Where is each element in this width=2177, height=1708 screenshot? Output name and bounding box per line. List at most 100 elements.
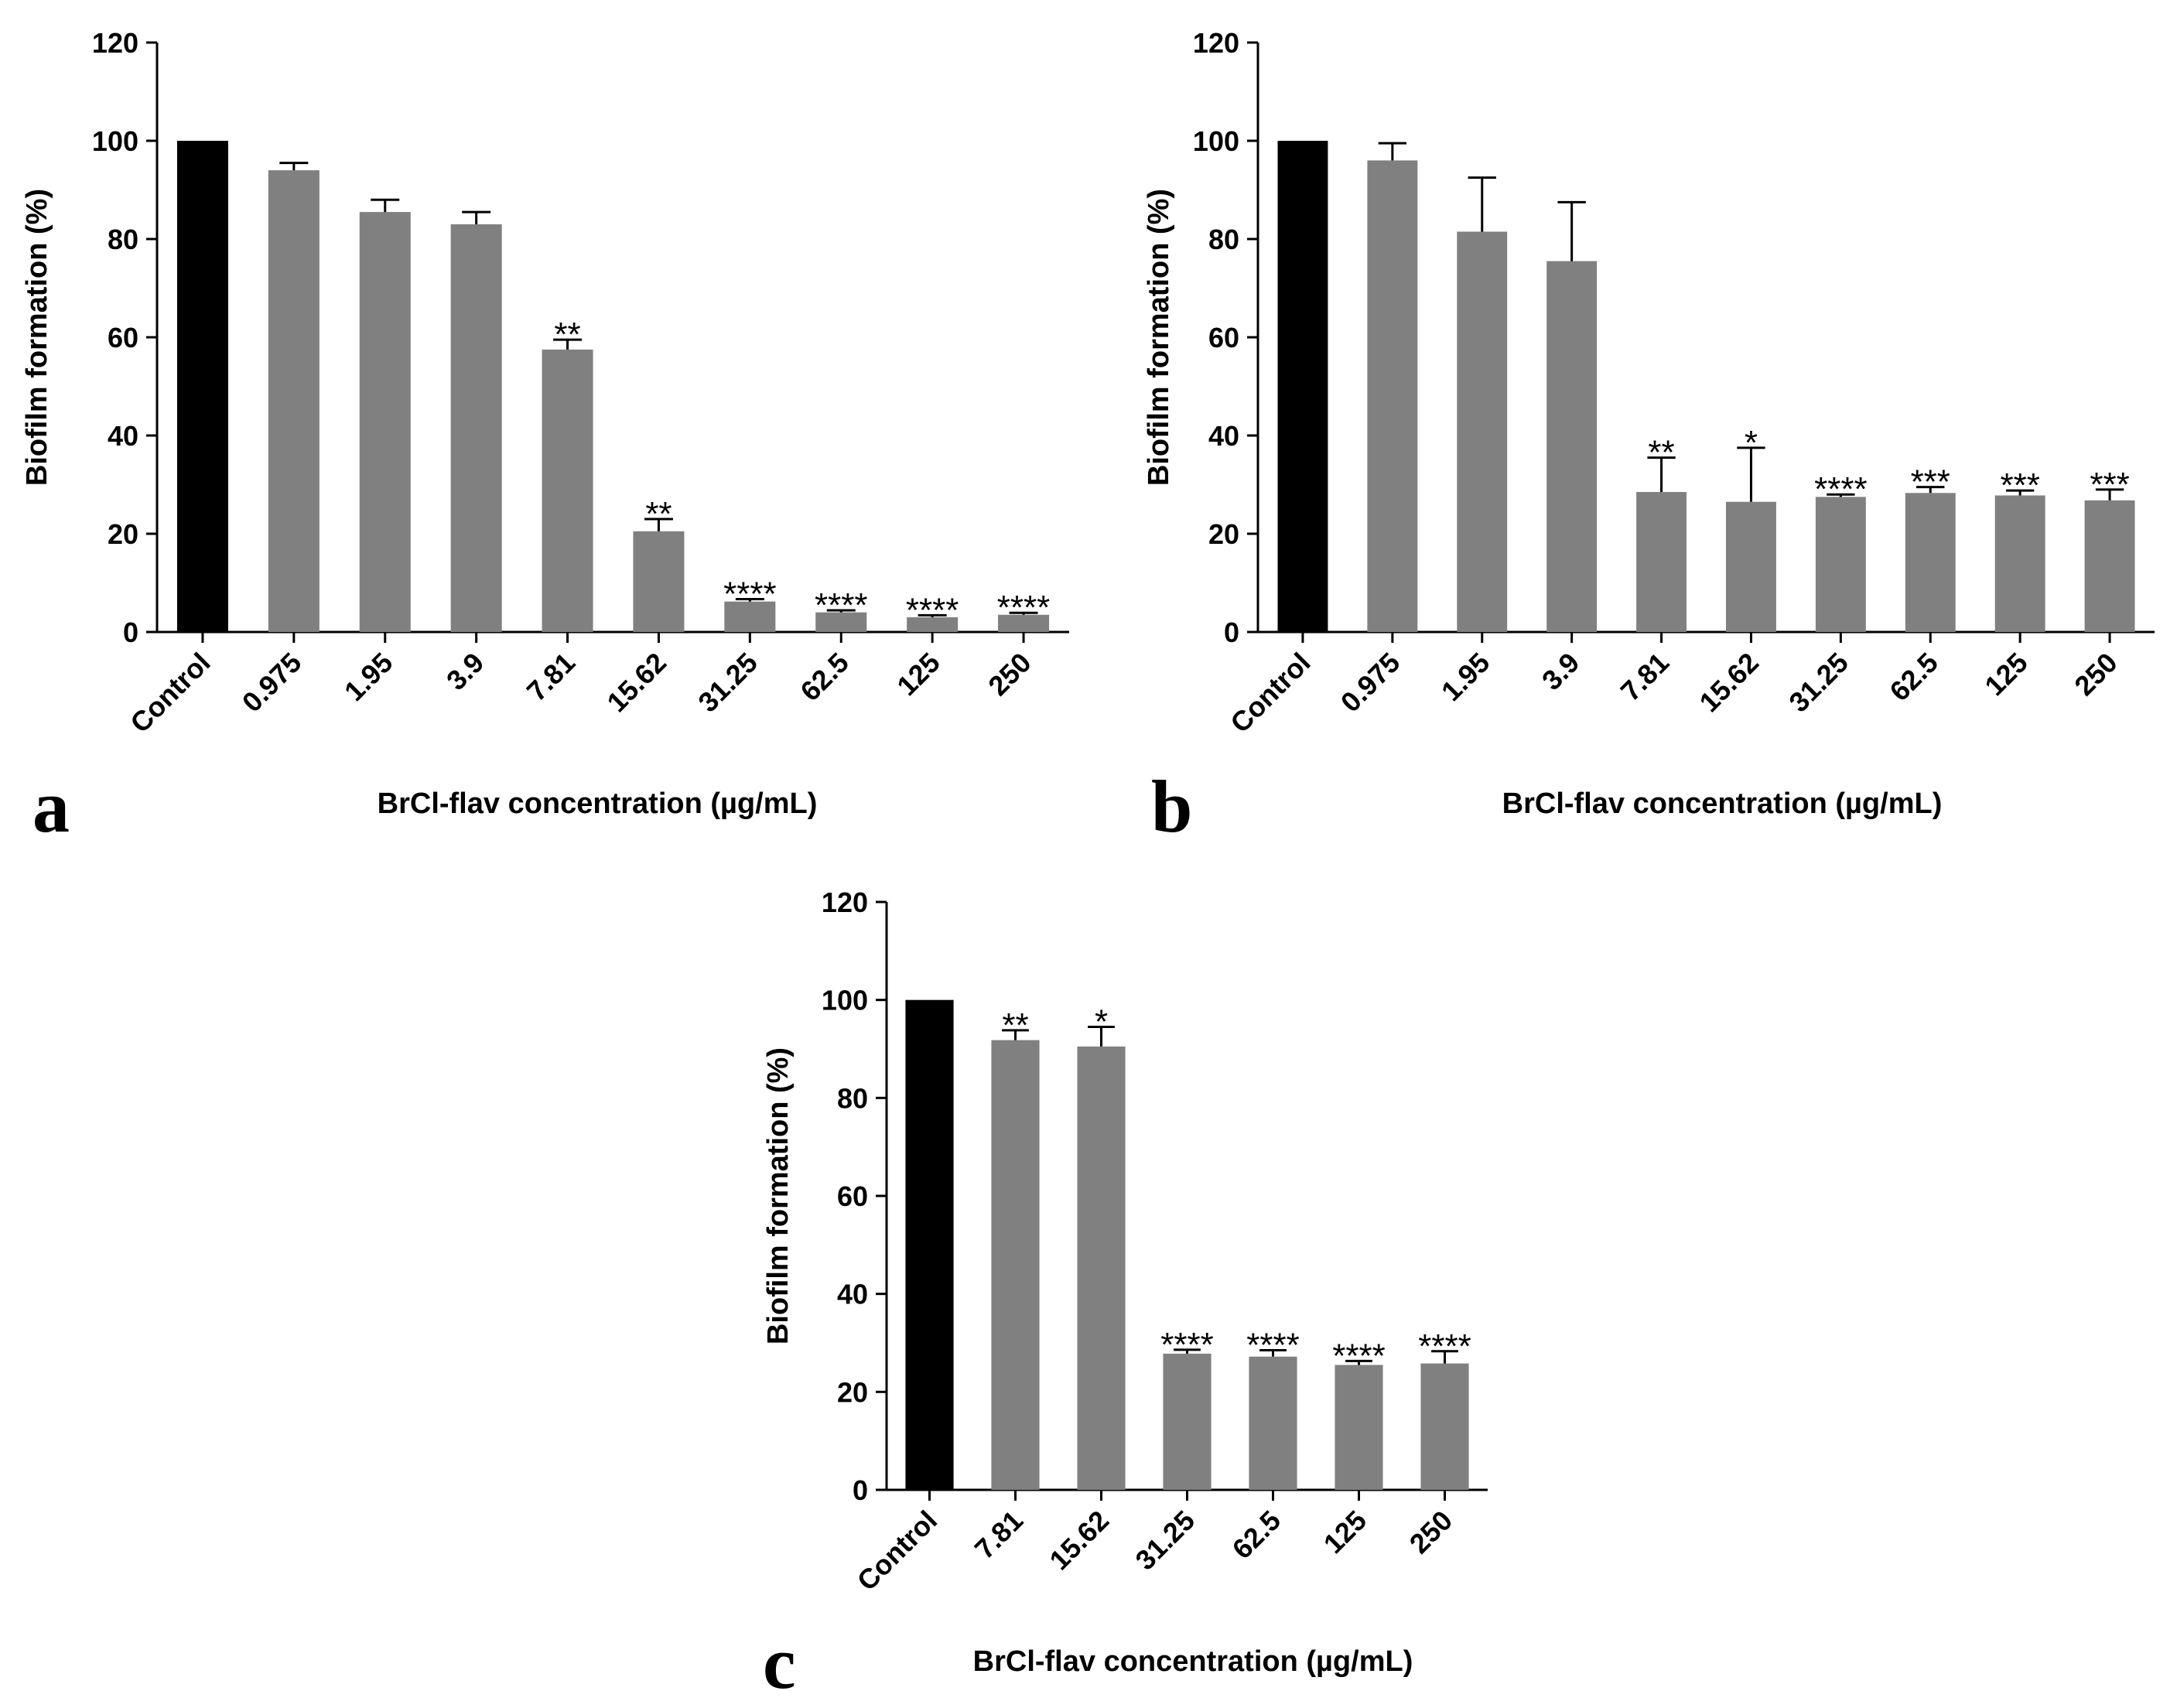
panel-letter: b xyxy=(1151,765,1192,848)
bar xyxy=(1077,1046,1126,1490)
bar xyxy=(1725,501,1776,632)
significance-label: *** xyxy=(2000,466,2039,504)
x-tick-label: 15.62 xyxy=(600,647,672,719)
x-tick-label: 7.81 xyxy=(521,647,582,708)
y-tick-label: 0 xyxy=(853,1474,868,1506)
bar xyxy=(1636,492,1687,632)
significance-label: ** xyxy=(645,495,672,533)
bar xyxy=(542,349,593,632)
y-tick-label: 0 xyxy=(123,617,138,648)
significance-label: **** xyxy=(815,586,868,624)
y-tick-label: 120 xyxy=(822,886,868,918)
bar xyxy=(905,999,954,1490)
significance-label: **** xyxy=(1160,1326,1214,1364)
y-tick-label: 20 xyxy=(1208,518,1239,550)
y-tick-label: 80 xyxy=(837,1082,868,1114)
bar xyxy=(1367,160,1418,632)
bar xyxy=(176,141,228,632)
x-tick-label: 1.95 xyxy=(1435,647,1496,708)
chart-panel-b: 0 20 40 60 80 100 120 Biofilm formation (%) Cont… xyxy=(1143,27,2155,848)
bar xyxy=(450,224,502,632)
y-tick-label: 20 xyxy=(108,518,138,550)
y-tick-label: 40 xyxy=(837,1279,868,1310)
bar xyxy=(268,170,320,633)
significance-label: * xyxy=(1745,424,1758,462)
x-tick-label: 62.5 xyxy=(1226,1505,1287,1566)
bar xyxy=(1905,493,1956,632)
y-tick-label: 20 xyxy=(837,1376,868,1408)
bar xyxy=(1546,261,1598,632)
x-tick-label: 31.25 xyxy=(1782,647,1854,719)
y-tick-label: 40 xyxy=(1208,420,1239,452)
x-tick-label: 31.25 xyxy=(692,647,764,719)
x-tick-label: 15.62 xyxy=(1043,1505,1115,1576)
significance-label: ** xyxy=(1648,434,1674,472)
bar xyxy=(359,212,411,632)
x-tick-label: 0.975 xyxy=(1335,647,1406,719)
y-tick-label: 100 xyxy=(822,985,868,1016)
y-tick-label: 80 xyxy=(108,224,138,255)
y-tick-label: 60 xyxy=(837,1180,868,1212)
significance-label: **** xyxy=(1814,470,1868,508)
x-tick-label: 62.5 xyxy=(794,647,855,708)
bar xyxy=(991,1040,1040,1490)
chart-panel-c: 0 20 40 60 80 100 120 Biofilm formation (%) Cont… xyxy=(762,886,1488,1704)
significance-label: **** xyxy=(723,575,777,613)
bar xyxy=(724,601,776,632)
bar xyxy=(815,612,867,632)
x-tick-label: Control xyxy=(124,647,216,739)
y-tick-label: 100 xyxy=(92,125,138,157)
y-tick-label: 0 xyxy=(1224,617,1239,648)
bar xyxy=(1457,231,1508,633)
y-tick-label: 120 xyxy=(92,27,138,59)
significance-label: *** xyxy=(2090,466,2129,504)
y-axis-title: Biofilm formation (%) xyxy=(21,189,53,486)
bar xyxy=(1994,495,2045,632)
significance-label: **** xyxy=(1418,1327,1471,1365)
x-tick-label: 15.62 xyxy=(1693,647,1765,719)
x-tick-label: 125 xyxy=(1978,647,2033,702)
y-tick-label: 60 xyxy=(108,322,138,354)
x-tick-label: 250 xyxy=(982,647,1037,702)
significance-label: *** xyxy=(1911,463,1950,501)
x-axis-title: BrCl-flav concentration (µg/mL) xyxy=(378,787,818,820)
panel-letter: c xyxy=(763,1621,796,1704)
y-tick-label: 120 xyxy=(1193,27,1239,59)
bar xyxy=(1815,497,1866,632)
significance-label: **** xyxy=(997,589,1051,627)
bar xyxy=(1277,141,1328,632)
x-tick-label: 7.81 xyxy=(1615,647,1676,708)
x-tick-label: 31.25 xyxy=(1129,1505,1201,1576)
bar xyxy=(907,617,959,632)
y-tick-label: 80 xyxy=(1208,224,1239,255)
x-tick-label: 3.9 xyxy=(440,647,490,696)
significance-label: * xyxy=(1095,1003,1108,1041)
y-tick-label: 100 xyxy=(1193,125,1239,157)
x-tick-label: Control xyxy=(1224,647,1316,739)
x-tick-label: 250 xyxy=(1403,1505,1458,1559)
bar xyxy=(633,531,685,632)
x-axis-title: BrCl-flav concentration (µg/mL) xyxy=(973,1645,1413,1678)
significance-label: ** xyxy=(1002,1006,1028,1044)
y-axis-title: Biofilm formation (%) xyxy=(762,1047,795,1344)
x-tick-label: 1.95 xyxy=(338,647,399,708)
y-axis-title: Biofilm formation (%) xyxy=(1143,189,1175,486)
x-tick-label: 250 xyxy=(2068,647,2123,702)
bar xyxy=(1163,1353,1212,1490)
bar xyxy=(998,614,1050,632)
x-tick-label: 125 xyxy=(890,647,945,702)
x-axis-title: BrCl-flav concentration (µg/mL) xyxy=(1502,787,1943,820)
y-tick-label: 40 xyxy=(108,420,138,452)
x-tick-label: Control xyxy=(851,1505,943,1597)
x-tick-label: 125 xyxy=(1317,1505,1372,1559)
significance-label: **** xyxy=(1332,1337,1386,1375)
significance-label: ** xyxy=(554,316,580,354)
significance-label: **** xyxy=(906,591,959,629)
x-tick-label: 7.81 xyxy=(969,1505,1030,1566)
bar xyxy=(1335,1365,1383,1490)
bar xyxy=(2084,500,2135,632)
y-tick-label: 60 xyxy=(1208,322,1239,354)
panel-letter: a xyxy=(32,765,70,848)
x-tick-label: 62.5 xyxy=(1883,647,1944,708)
